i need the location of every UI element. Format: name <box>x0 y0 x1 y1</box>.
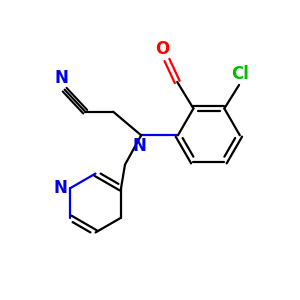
Text: N: N <box>55 69 69 87</box>
Text: Cl: Cl <box>232 65 250 83</box>
Text: O: O <box>155 40 170 58</box>
Text: N: N <box>133 136 147 154</box>
Text: N: N <box>54 179 68 197</box>
